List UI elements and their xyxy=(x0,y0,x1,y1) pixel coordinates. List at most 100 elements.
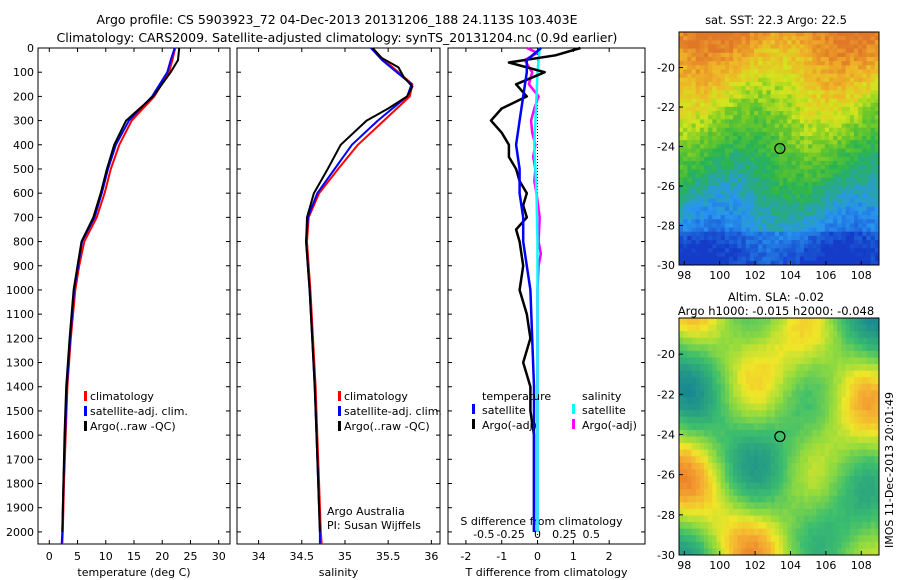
map-cell xyxy=(804,136,809,141)
map-cell xyxy=(837,202,842,208)
map-cell xyxy=(787,32,792,37)
map-cell xyxy=(729,223,734,228)
map-cell xyxy=(737,106,742,112)
map-cell xyxy=(724,223,730,228)
map-cell xyxy=(837,69,842,75)
map-cell xyxy=(866,410,872,418)
map-cell xyxy=(716,169,722,174)
map-cell xyxy=(787,223,792,228)
map-cell xyxy=(824,202,830,208)
map-cell xyxy=(849,240,855,245)
map-cell xyxy=(737,219,742,224)
map-cell xyxy=(720,181,726,187)
map-cell xyxy=(804,502,809,510)
map-cell xyxy=(783,377,788,385)
map-cell xyxy=(766,148,772,154)
map-cell xyxy=(708,198,713,203)
map-cell xyxy=(829,244,834,249)
map-cell xyxy=(799,318,805,325)
map-cell xyxy=(791,169,797,174)
map-cell xyxy=(737,173,742,179)
map-cell xyxy=(704,456,709,464)
map-cell xyxy=(833,210,838,216)
map-cell xyxy=(724,119,730,124)
map-cell xyxy=(691,331,697,339)
map-cell xyxy=(824,337,830,345)
map-cell xyxy=(849,206,855,212)
map-cell xyxy=(695,462,701,470)
map-cell xyxy=(779,252,784,258)
map-cell xyxy=(708,235,713,241)
map-cell xyxy=(854,123,859,129)
legend-swatch xyxy=(472,404,475,414)
map-cell xyxy=(679,403,684,411)
map-cell xyxy=(683,215,688,220)
map-cell xyxy=(741,123,747,129)
map-cell xyxy=(799,410,805,418)
map-cell xyxy=(833,350,838,358)
map-cell xyxy=(724,423,730,431)
map-x-tick-label: 108 xyxy=(851,559,872,572)
map-cell xyxy=(774,489,780,497)
map-cell xyxy=(837,324,842,332)
map-cell xyxy=(849,173,855,179)
map-cell xyxy=(720,48,726,54)
map-cell xyxy=(724,397,730,404)
map-cell xyxy=(687,40,692,45)
map-cell xyxy=(824,140,830,145)
map-cell xyxy=(833,106,838,112)
map-cell xyxy=(699,508,705,516)
map-cell xyxy=(845,489,851,497)
map-cell xyxy=(741,244,747,249)
map-cell xyxy=(791,140,797,145)
map-cell xyxy=(783,115,788,120)
map-cell xyxy=(799,535,805,543)
map-cell xyxy=(862,476,867,483)
map-cell xyxy=(704,156,709,162)
map-cell xyxy=(741,331,747,339)
map-cell xyxy=(845,148,851,154)
map-cell xyxy=(779,436,784,444)
map-cell xyxy=(866,495,872,503)
map-cell xyxy=(841,383,847,391)
map-cell xyxy=(724,127,730,133)
map-cell xyxy=(683,177,688,183)
map-cell xyxy=(833,515,838,523)
map-cell xyxy=(841,215,847,220)
map-cell xyxy=(870,156,876,162)
map-cell xyxy=(812,515,817,523)
map-cell xyxy=(758,219,763,224)
map-cell xyxy=(804,206,809,212)
map-cell xyxy=(783,69,788,75)
map-cell xyxy=(733,423,738,431)
map-cell xyxy=(699,436,705,444)
map-cell xyxy=(737,210,742,216)
map-x-tick-label: 104 xyxy=(780,269,801,282)
map-cell xyxy=(824,115,830,120)
map-cell xyxy=(845,127,851,133)
map-cell xyxy=(712,423,717,431)
map-cell xyxy=(804,462,809,470)
map-cell xyxy=(774,102,780,108)
map-cell xyxy=(708,185,713,191)
map-cell xyxy=(745,244,751,249)
map-cell xyxy=(841,144,847,149)
map-cell xyxy=(758,190,763,195)
map-cell xyxy=(849,522,855,530)
map-cell xyxy=(745,260,751,266)
map-cell xyxy=(833,111,838,116)
map-cell xyxy=(829,123,834,129)
map-cell xyxy=(708,61,713,66)
map-cell xyxy=(791,160,797,166)
map-cell xyxy=(766,331,772,339)
map-cell xyxy=(804,106,809,112)
map-cell xyxy=(683,36,688,41)
map-cell xyxy=(737,136,742,141)
map-cell xyxy=(824,56,830,62)
map-cell xyxy=(683,156,688,162)
map-cell xyxy=(716,123,722,129)
map-cell xyxy=(845,123,851,129)
map-cell xyxy=(704,61,709,66)
map-cell xyxy=(829,65,834,70)
map-cell xyxy=(862,252,867,258)
